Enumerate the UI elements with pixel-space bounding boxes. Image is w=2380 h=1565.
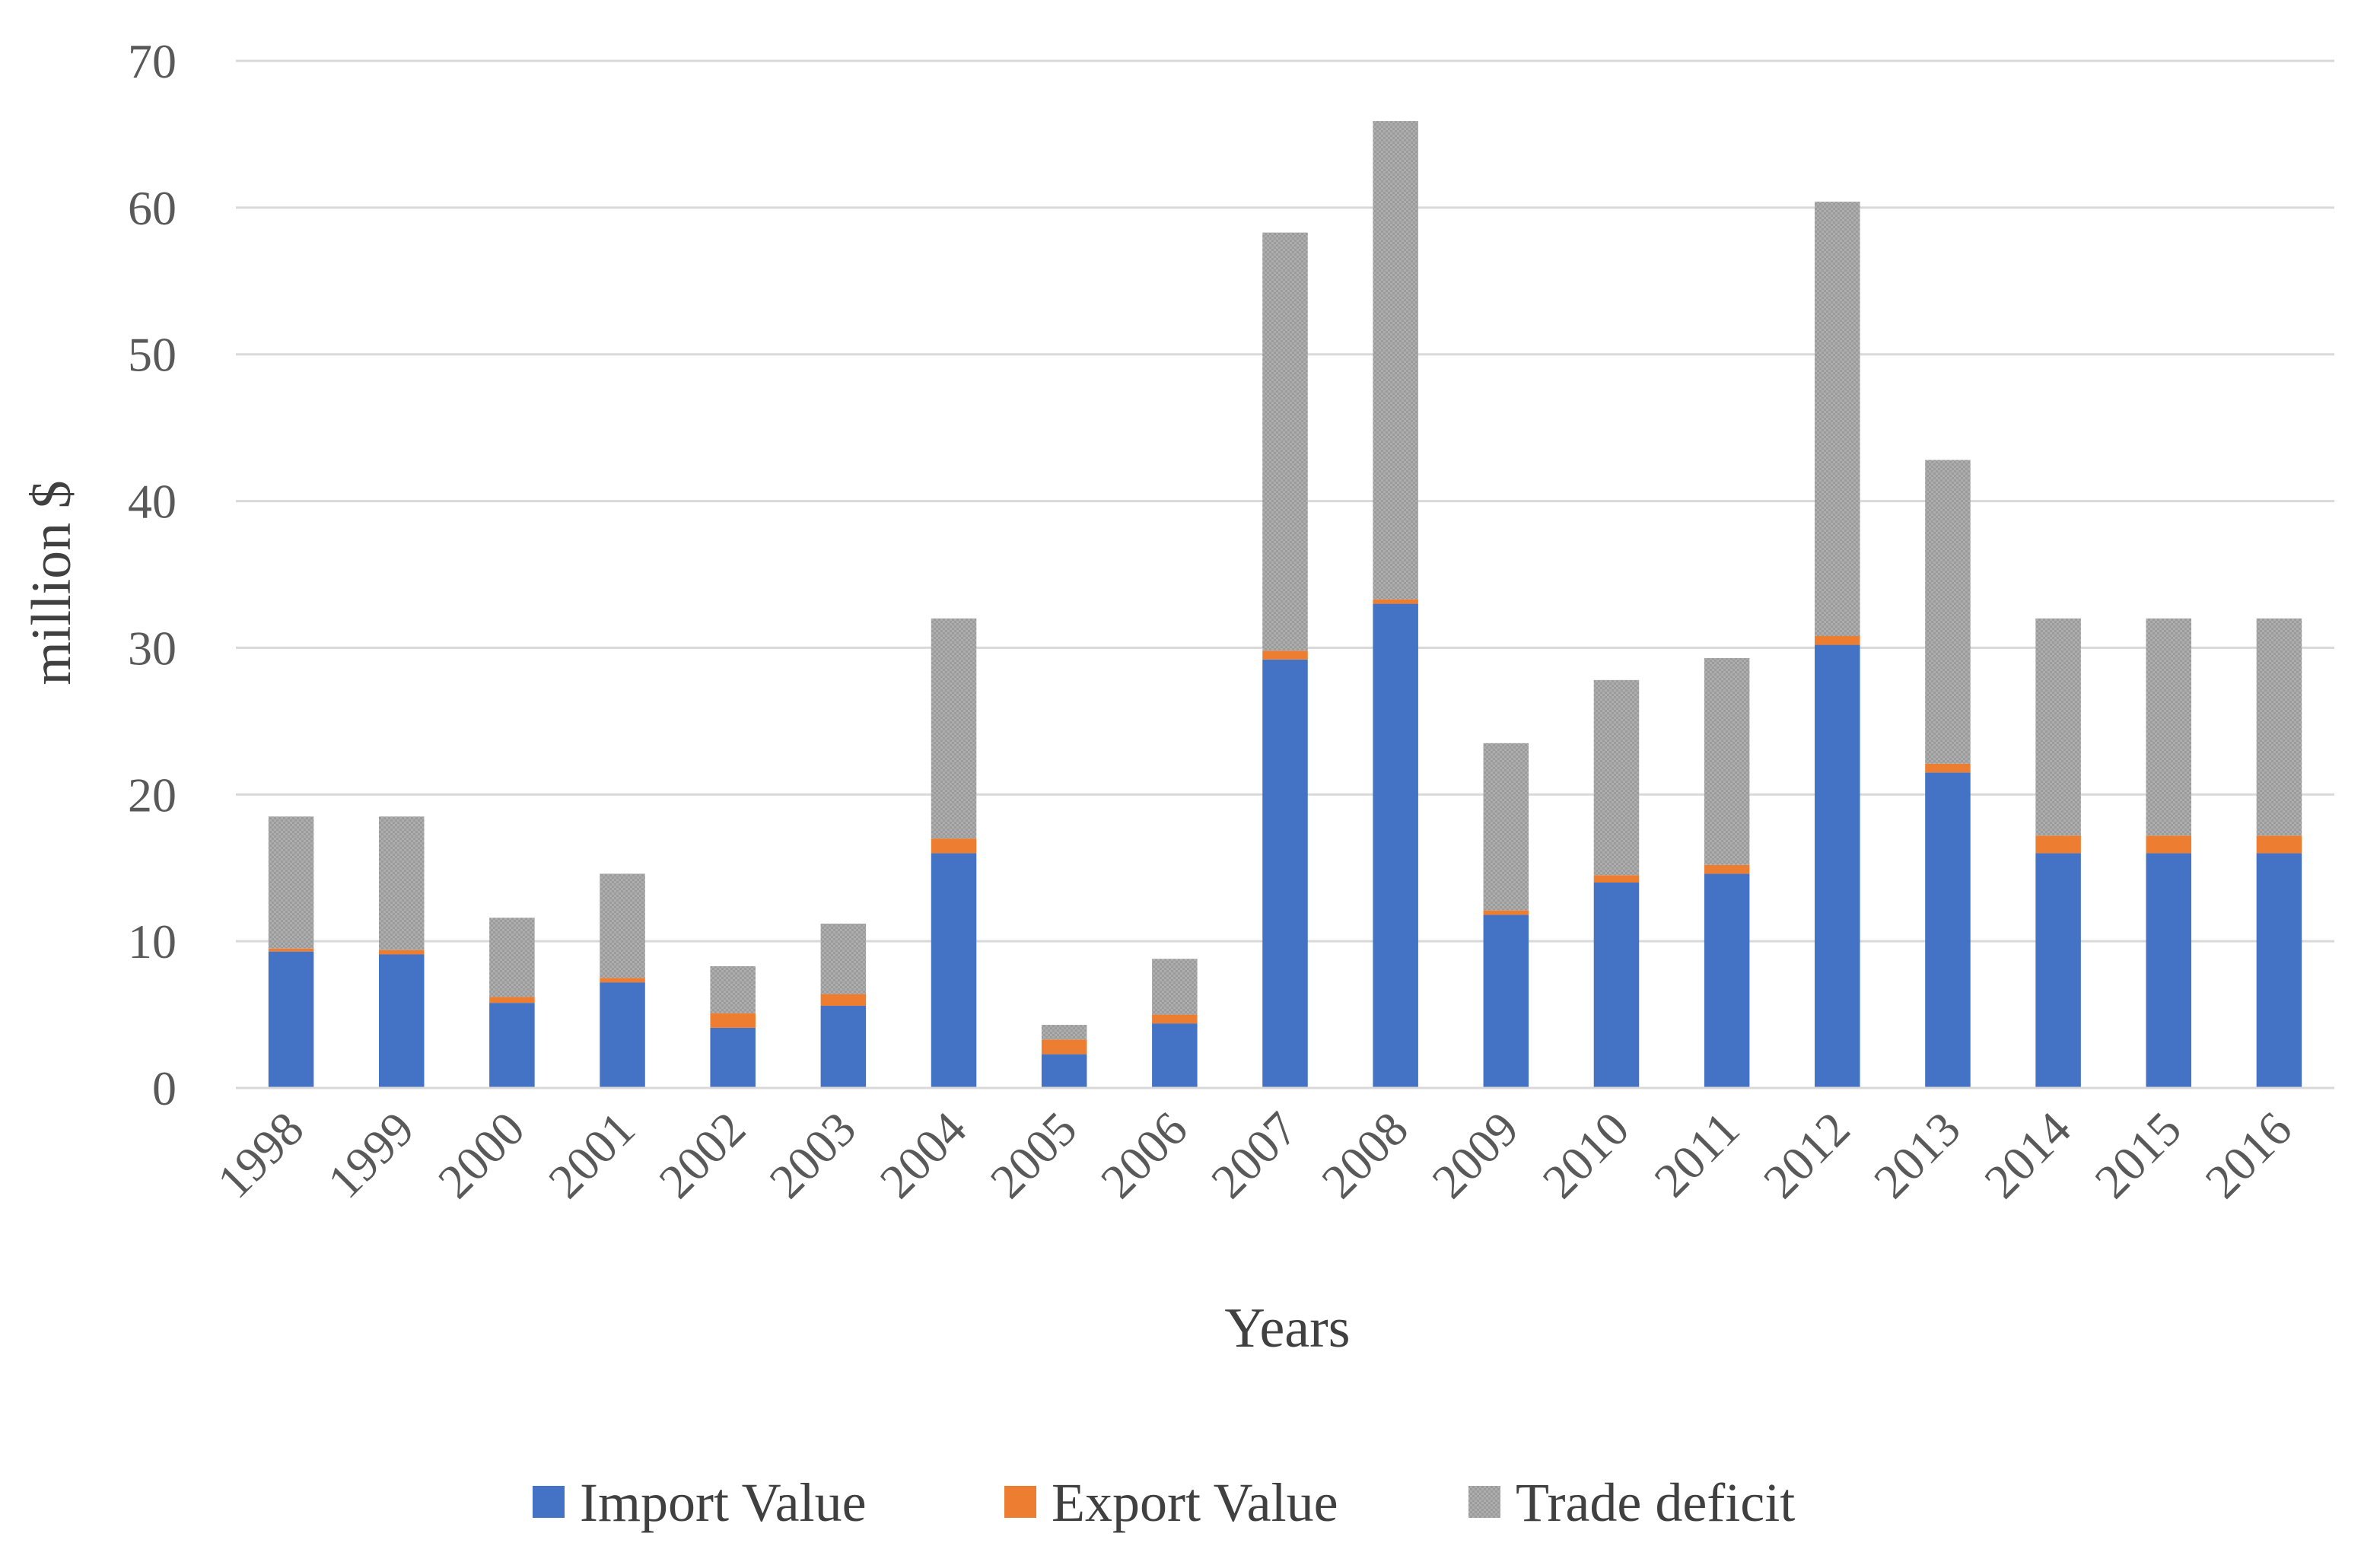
bar-trade-deficit-1999: [378, 816, 425, 950]
x-tick-label: 2004: [870, 1102, 977, 1209]
bar-import-value-2004: [931, 853, 977, 1088]
x-tick-label: 2009: [1422, 1102, 1529, 1209]
bar-trade-deficit-2001: [600, 873, 645, 978]
x-tick-label: 2014: [1974, 1102, 2081, 1209]
x-tick-label: 2015: [2084, 1102, 2191, 1209]
bar-import-value-2010: [1593, 883, 1640, 1088]
bar-export-value-2008: [1373, 599, 1418, 604]
x-axis-title: Years: [1224, 1297, 1350, 1360]
bars: [268, 121, 2302, 1088]
bar-trade-deficit-2008: [1373, 121, 1418, 600]
bar-trade-deficit-2000: [489, 918, 535, 997]
bar-export-value-1999: [378, 949, 425, 955]
bar-trade-deficit-2011: [1704, 657, 1750, 865]
bar-export-value-2009: [1483, 910, 1529, 915]
bar-trade-deficit-2007: [1262, 232, 1308, 651]
bar-trade-deficit-2010: [1593, 679, 1640, 876]
bar-trade-deficit-2013: [1925, 460, 1971, 764]
x-tick-label: 2013: [1863, 1102, 1971, 1209]
x-tick-label: 2008: [1311, 1102, 1418, 1209]
y-tick-label: 70: [128, 34, 177, 88]
x-tick-label: 2005: [980, 1102, 1087, 1209]
bar-trade-deficit-2012: [1815, 202, 1860, 637]
bar-import-value-1999: [378, 954, 425, 1088]
x-tick-label: 2002: [648, 1102, 756, 1209]
y-tick-label: 30: [128, 621, 177, 675]
x-tick-label: 1999: [317, 1102, 425, 1209]
y-axis-ticks: 0 10 20 30 40 50 60 70: [128, 34, 177, 1115]
bar-trade-deficit-2004: [931, 618, 977, 839]
x-tick-label: 2003: [759, 1102, 867, 1209]
bar-trade-deficit-2006: [1152, 959, 1198, 1015]
legend-swatch: [533, 1486, 565, 1518]
bar-import-value-2011: [1704, 873, 1750, 1088]
x-tick-label: 2006: [1090, 1102, 1198, 1209]
x-tick-label: 2001: [538, 1102, 645, 1209]
x-tick-label: 2012: [1753, 1102, 1860, 1209]
bar-trade-deficit-2016: [2256, 618, 2302, 836]
bar-export-value-2010: [1593, 875, 1640, 883]
bar-import-value-2001: [600, 982, 645, 1088]
y-tick-label: 60: [128, 181, 177, 235]
x-tick-label: 2010: [1532, 1102, 1640, 1209]
bar-export-value-2001: [600, 978, 645, 983]
legend-label: Trade deficit: [1516, 1472, 1795, 1533]
bar-import-value-2007: [1262, 659, 1308, 1088]
legend-label: Export Value: [1052, 1472, 1338, 1533]
x-axis-ticks: 1998 1999 2000 2001 2002 2003 2004 2005 2006 2007…: [207, 1102, 2302, 1209]
y-tick-label: 10: [128, 915, 177, 969]
bar-trade-deficit-1998: [268, 816, 314, 949]
bar-import-value-2005: [1041, 1054, 1087, 1088]
x-tick-label: 2007: [1201, 1102, 1308, 1209]
y-tick-label: 40: [128, 475, 177, 529]
x-tick-label: 2000: [428, 1102, 535, 1209]
legend-label: Import Value: [580, 1472, 867, 1533]
bar-import-value-2012: [1815, 644, 1860, 1088]
bar-import-value-2000: [489, 1003, 535, 1088]
bar-import-value-2013: [1925, 772, 1971, 1088]
y-tick-label: 0: [152, 1061, 177, 1115]
bar-export-value-2000: [489, 997, 535, 1004]
bar-export-value-2005: [1041, 1039, 1087, 1054]
bar-trade-deficit-2003: [820, 924, 867, 994]
y-axis-title: million $: [21, 480, 83, 685]
x-tick-label: 2011: [1643, 1102, 1749, 1207]
bar-export-value-2002: [710, 1013, 756, 1028]
bar-import-value-2002: [710, 1027, 756, 1088]
x-tick-label: 2016: [2195, 1102, 2302, 1209]
legend: Import Value Export Value Trade deficit: [533, 1472, 1795, 1533]
bar-export-value-2004: [931, 838, 977, 854]
bar-export-value-2015: [2146, 835, 2192, 854]
bar-import-value-2016: [2256, 853, 2302, 1088]
bar-export-value-1998: [268, 948, 314, 952]
bar-export-value-2014: [2035, 835, 2081, 854]
bar-import-value-2006: [1152, 1023, 1198, 1088]
bar-trade-deficit-2009: [1483, 743, 1529, 911]
bar-import-value-2009: [1483, 915, 1529, 1088]
bar-trade-deficit-2014: [2035, 618, 2081, 836]
bar-export-value-2007: [1262, 650, 1308, 660]
y-tick-label: 50: [128, 328, 177, 382]
bar-export-value-2012: [1815, 636, 1860, 645]
bar-import-value-2003: [820, 1006, 867, 1088]
legend-swatch: [1004, 1486, 1036, 1518]
bar-export-value-2016: [2256, 835, 2302, 854]
bar-import-value-2008: [1373, 603, 1418, 1088]
bar-import-value-2014: [2035, 853, 2081, 1088]
bar-trade-deficit-2005: [1041, 1025, 1087, 1040]
legend-swatch: [1468, 1486, 1500, 1518]
bar-trade-deficit-2015: [2146, 618, 2192, 836]
bar-trade-deficit-2002: [710, 965, 756, 1013]
y-tick-label: 20: [128, 768, 177, 822]
bar-export-value-2006: [1152, 1014, 1198, 1024]
bar-export-value-2011: [1704, 864, 1750, 874]
x-tick-label: 1998: [207, 1102, 314, 1209]
bar-import-value-1998: [268, 951, 314, 1088]
bar-import-value-2015: [2146, 853, 2192, 1088]
bar-export-value-2003: [820, 994, 867, 1006]
bar-export-value-2013: [1925, 763, 1971, 773]
